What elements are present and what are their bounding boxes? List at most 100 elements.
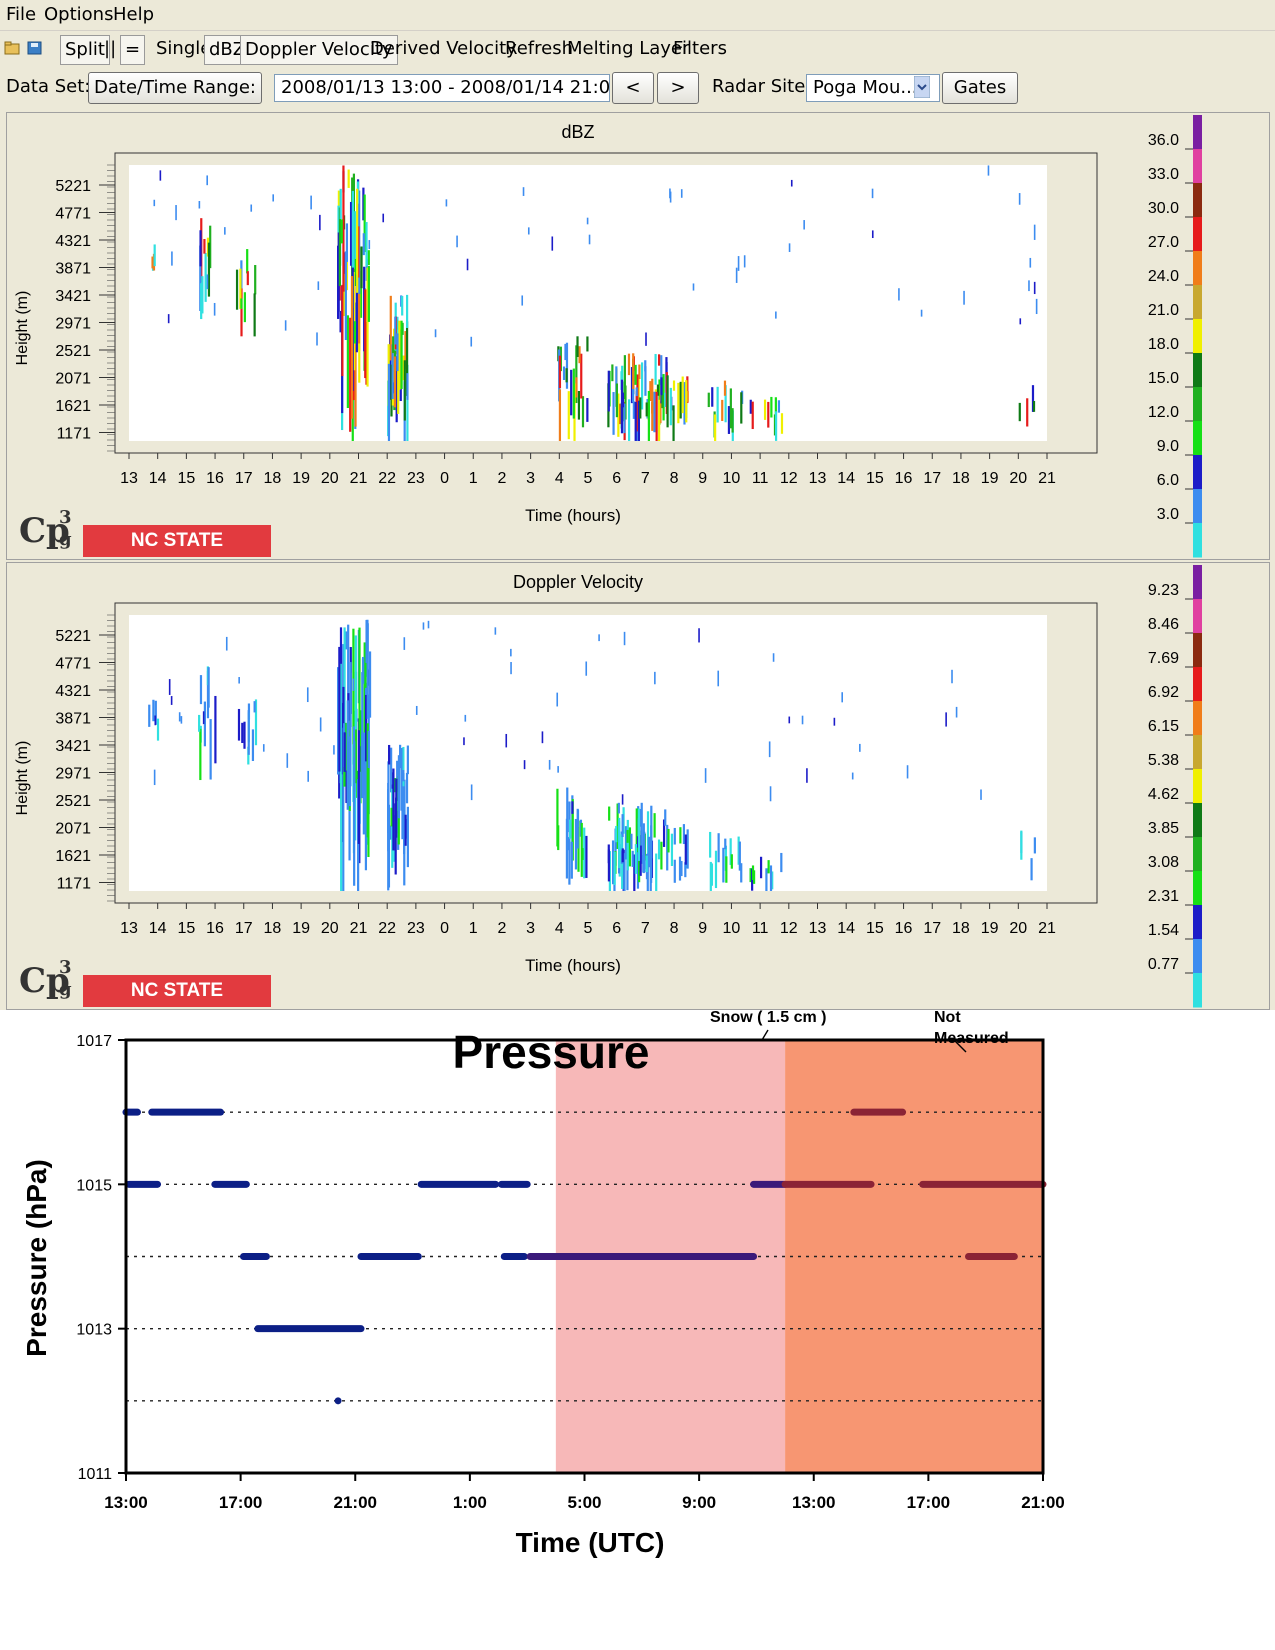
melting-layer-button[interactable]: Melting Layer (567, 38, 690, 59)
radar-echo (620, 834, 623, 851)
vertical-split-button[interactable]: || (104, 38, 117, 59)
radar-returns (148, 619, 1036, 891)
y-tick-label: 3421 (55, 288, 91, 305)
radar-echo (666, 824, 669, 871)
radar-echo (586, 398, 589, 422)
cp3g-logo-sub: g (59, 979, 72, 1000)
y-tick-label: 1621 (55, 398, 91, 415)
radar-echo (709, 831, 712, 858)
radar-echo (673, 859, 676, 883)
radar-echo (1033, 224, 1036, 240)
radar-echo (647, 836, 651, 868)
radar-echo (752, 870, 756, 884)
radar-echo (632, 401, 635, 419)
colorbar-label: 5.38 (1148, 752, 1179, 769)
radar-echo (567, 391, 570, 440)
radar-echo (199, 230, 202, 267)
radar-echo (362, 732, 365, 835)
date-time-range-field[interactable]: 2008/01/13 13:00 - 2008/01/14 21:00 (274, 74, 610, 102)
x-tick-label: 14 (837, 920, 855, 937)
radar-echo (1033, 281, 1036, 295)
radar-echo (204, 252, 207, 302)
radar-echo (737, 256, 740, 271)
radar-echo (851, 772, 854, 780)
derived-velocity-button[interactable]: Derived Velocity (370, 38, 517, 59)
radar-echo (388, 744, 391, 765)
dbz-radar-plot: dBZ5221477143213871342129712521207116211… (14, 115, 1202, 558)
colorbar-segment (1193, 871, 1202, 906)
colorbar-segment (1193, 387, 1202, 422)
radar-echo (556, 788, 559, 847)
x-tick-label: 17 (923, 920, 941, 937)
radar-echo (623, 631, 626, 646)
previous-button[interactable]: < (612, 72, 654, 104)
radar-echo (639, 845, 642, 876)
radar-echo (649, 381, 652, 396)
radar-echo (588, 234, 591, 245)
x-tick-label: 15 (866, 470, 884, 487)
x-tick-label: 6 (612, 470, 621, 487)
snow-annotation-label: Snow ( 1.5 cm ) (710, 1010, 826, 1026)
radar-echo (626, 829, 629, 843)
chart-title: Pressure (453, 1026, 650, 1078)
radar-echo (623, 355, 626, 400)
radar-echo (565, 368, 568, 383)
colorbar-label: 30.0 (1148, 200, 1179, 217)
menu-options[interactable]: Options (44, 4, 114, 25)
refresh-button[interactable]: Refresh (505, 38, 573, 59)
radar-echo (650, 840, 653, 883)
radar-echo (344, 251, 347, 341)
radar-echo (401, 809, 404, 840)
radar-echo (788, 716, 791, 724)
panel-title: Doppler Velocity (513, 572, 643, 592)
radar-echo (153, 199, 156, 207)
radar-echo (623, 403, 626, 434)
save-disk-icon[interactable] (26, 40, 44, 56)
radar-echo (621, 794, 624, 805)
x-tick-label: 1 (469, 920, 478, 937)
x-tick-label: 21 (1038, 920, 1056, 937)
radar-echo (586, 336, 589, 352)
single-button[interactable]: Single (156, 38, 212, 59)
menu-file[interactable]: File (6, 4, 37, 25)
x-tick-label: 23 (407, 920, 425, 937)
chevron-down-icon[interactable] (914, 76, 930, 98)
radar-echo (238, 677, 240, 684)
menu-help[interactable]: Help (113, 4, 155, 25)
next-button[interactable]: > (657, 72, 699, 104)
date-time-range-button[interactable]: Date/Time Range: (88, 72, 262, 104)
open-folder-icon[interactable] (4, 40, 22, 56)
radar-echo (342, 686, 345, 728)
filters-button[interactable]: Filters (673, 38, 727, 59)
menu-bar: File Options Help (0, 0, 1275, 31)
x-tick-label: 17:00 (219, 1493, 262, 1512)
gates-button[interactable]: Gates (942, 72, 1018, 104)
radar-echo (206, 175, 208, 186)
doppler-velocity-button[interactable]: Doppler Velocity (240, 35, 398, 65)
colorbar-segment (1193, 251, 1202, 286)
x-tick-label: 13 (809, 920, 827, 937)
radar-echo (634, 844, 637, 874)
radar-echo (213, 302, 216, 316)
radar-echo (170, 696, 173, 705)
radar-echo (716, 386, 719, 423)
colorbar-label: 33.0 (1148, 166, 1179, 183)
radar-echo (390, 364, 393, 417)
not-measured-annotation-pointer (953, 1039, 967, 1053)
radar-echo (615, 825, 618, 843)
split-button[interactable]: Split (60, 35, 110, 65)
radar-echo (735, 267, 738, 283)
radar-echo (680, 861, 683, 877)
horizontal-split-button[interactable]: = (120, 35, 146, 65)
radar-echo (951, 669, 953, 684)
dataset-row: Data Set: Date/Time Range: 2008/01/13 13… (0, 70, 1275, 106)
radar-echo (398, 320, 401, 390)
radar-echo (456, 235, 458, 248)
x-tick-label: 7 (641, 470, 650, 487)
colorbar-label: 2.31 (1148, 888, 1179, 905)
radar-echo (390, 807, 393, 827)
radar-echo (402, 770, 405, 782)
radar-echo (341, 284, 344, 377)
radar-echo (317, 281, 320, 290)
radar-echo (396, 333, 399, 372)
